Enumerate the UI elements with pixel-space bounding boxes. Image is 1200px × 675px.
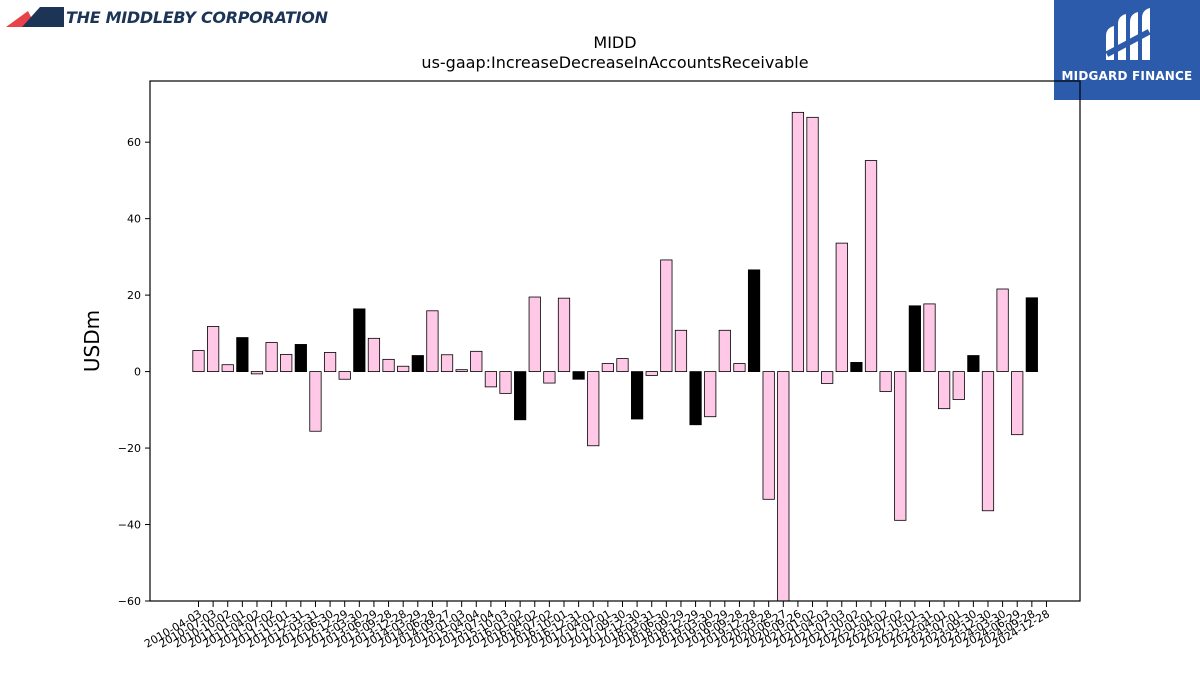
bar-2014-06-28 [426,310,439,372]
bar-2010-07-03 [207,326,220,372]
bar-2020-09-26 [791,111,805,372]
bar-2014-03-29 [411,355,424,372]
bar-2015-04-04 [470,350,483,372]
bar-2016-07-02 [543,371,556,384]
bar-2017-07-01 [601,363,614,372]
bar-2017-12-30 [631,371,644,420]
bar-2019-03-30 [704,371,717,418]
bar-2018-06-30 [660,259,673,372]
bar-2022-12-31 [923,303,936,372]
bar-2021-07-03 [835,242,848,372]
bar-2011-07-02 [265,342,278,372]
bar-2016-04-02 [528,296,541,372]
bar-2016-10-01 [557,297,571,372]
bar-2014-09-27 [440,354,454,372]
bar-2018-03-31 [645,371,658,376]
chart-subtitle: us-gaap:IncreaseDecreaseInAccountsReceiv… [421,53,808,72]
y-tick-label: 0 [134,366,141,379]
bar-2012-12-29 [338,371,351,380]
y-axis-label: USDm [80,310,104,372]
y-axis: −60 −40 −20 0 20 40 60 [118,136,150,608]
bar-2024-09-28 [1025,297,1038,372]
bar-2013-03-30 [353,308,366,372]
company-name: THE MIDDLEBY CORPORATION [66,7,328,27]
bar-2010-10-02 [221,364,234,372]
bar-2010-04-03 [192,350,205,372]
bar-2016-12-31 [572,371,585,380]
brand-name: MIDGARD FINANCE [1061,69,1193,83]
bar-2020-03-28 [762,371,775,500]
bar-2023-09-30 [967,355,980,372]
bar-2021-10-02 [850,362,863,372]
bar-2019-06-29 [718,329,731,372]
brand-logo-icon [1105,8,1151,60]
bar-2015-01-03 [455,369,468,372]
bar-2013-12-28 [397,365,410,372]
bar-2023-07-01 [952,371,965,400]
bar-2023-12-30 [981,371,995,512]
company-logo-mark-icon [6,7,64,27]
bar-2017-04-01 [587,371,600,447]
bar-2016-01-02 [514,371,527,421]
bar-2024-06-29 [1011,371,1024,436]
y-tick-label: −60 [118,595,141,608]
bar-2022-07-02 [894,371,907,521]
y-tick-label: −40 [118,519,141,532]
company-logo: THE MIDDLEBY CORPORATION [6,6,328,28]
y-tick-label: 60 [127,136,141,149]
bar-2011-10-01 [280,353,293,372]
bar-2018-12-29 [689,371,702,426]
bar-2015-07-04 [484,371,498,388]
bar-2012-03-31 [309,371,322,432]
bar-2011-01-01 [236,337,249,372]
brand-logo: MIDGARD FINANCE [1054,0,1200,100]
bar-2022-10-01 [908,305,921,372]
bar-2011-12-31 [294,344,307,372]
bar-2022-04-02 [879,371,892,392]
plot-frame [149,80,1081,602]
y-tick-label: 20 [127,289,141,302]
bar-2013-06-29 [367,337,381,372]
bars-group [192,111,1038,602]
bar-2019-12-28 [747,269,761,372]
y-tick-label: −20 [118,442,141,455]
bar-2022-01-01 [864,160,878,372]
bar-2021-04-03 [821,371,834,384]
x-axis: 2010-04-032010-07-032010-10-022011-01-01… [142,601,1052,651]
bar-2011-04-02 [250,371,264,375]
bar-2021-01-02 [806,116,819,372]
bar-2017-09-30 [616,358,629,372]
y-tick-label: 40 [127,213,141,226]
bar-2019-09-28 [733,363,746,372]
bar-2024-03-30 [996,288,1009,372]
bar-2012-06-30 [323,352,337,372]
bar-2013-09-28 [382,358,395,372]
bar-2018-09-29 [674,329,688,372]
chart-title: MIDD [593,33,636,52]
bar-2015-10-03 [499,371,512,394]
bar-2020-06-27 [777,371,790,602]
bar-2023-04-01 [938,371,951,410]
